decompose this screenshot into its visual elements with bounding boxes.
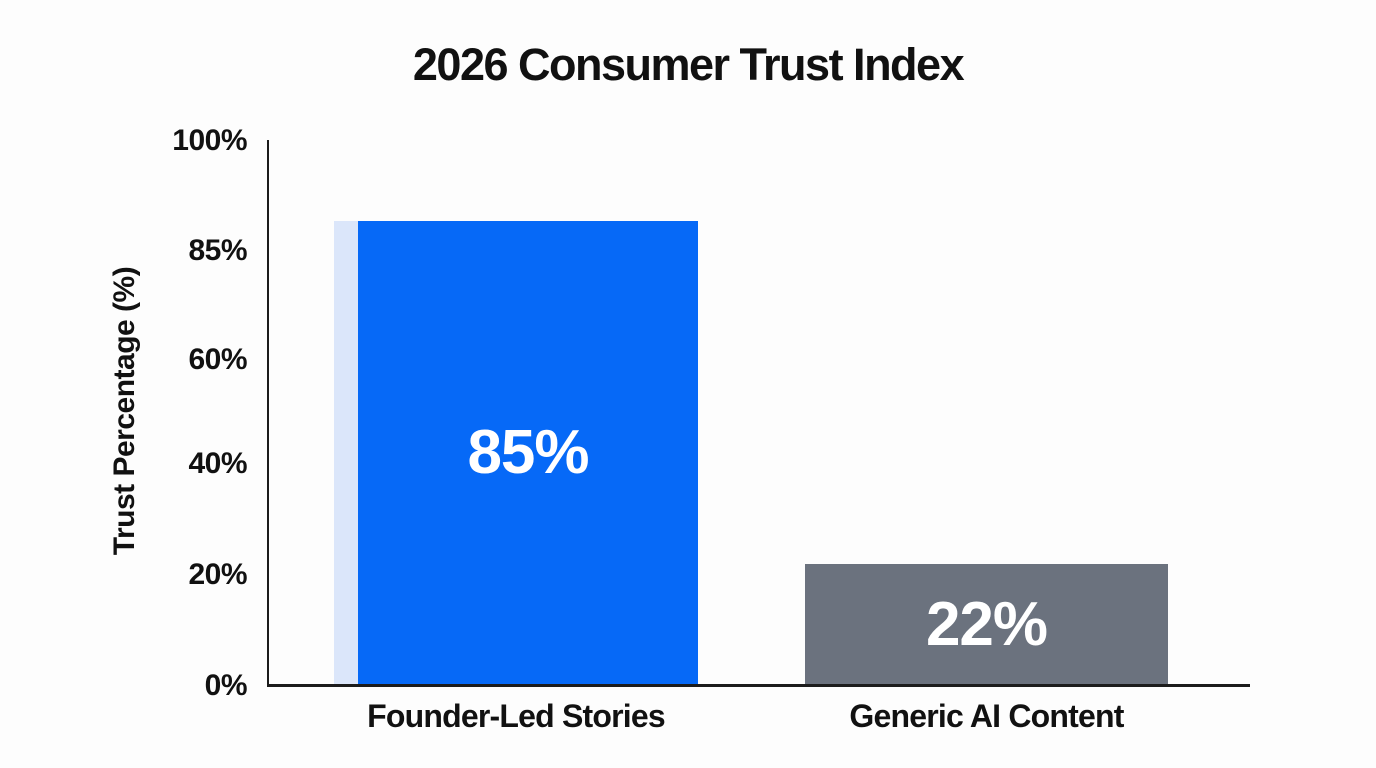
x-label-founder-led-stories: Founder-Led Stories [367, 698, 666, 734]
bar-value-label-generic: 22% [925, 589, 1048, 659]
bar-accent-strip [334, 221, 358, 684]
y-tick-20: 20% [188, 558, 247, 591]
y-tick-100: 100% [172, 124, 247, 157]
y-tick-60: 60% [188, 343, 247, 376]
bar-founder-led-stories: 85% [334, 221, 698, 684]
y-tick-40: 40% [188, 447, 247, 480]
y-tick-0: 0% [204, 669, 248, 702]
bar-founder-fill: 85% [358, 221, 698, 684]
x-axis-category-labels: Founder-Led Stories Generic AI Content [0, 698, 1376, 748]
chart-title: 2026 Consumer Trust Index [412, 39, 965, 90]
y-tick-85: 85% [188, 234, 247, 267]
x-label-generic-ai-content: Generic AI Content [849, 698, 1124, 734]
bar-generic-fill: 22% [805, 564, 1168, 684]
y-axis-tick-labels: 100% 85% 60% 40% 20% 0% [0, 0, 247, 768]
y-axis-line [267, 140, 269, 685]
bar-value-label-founder: 85% [467, 418, 589, 487]
x-axis-line [267, 684, 1250, 687]
bar-generic-ai-content: 22% [805, 564, 1168, 684]
